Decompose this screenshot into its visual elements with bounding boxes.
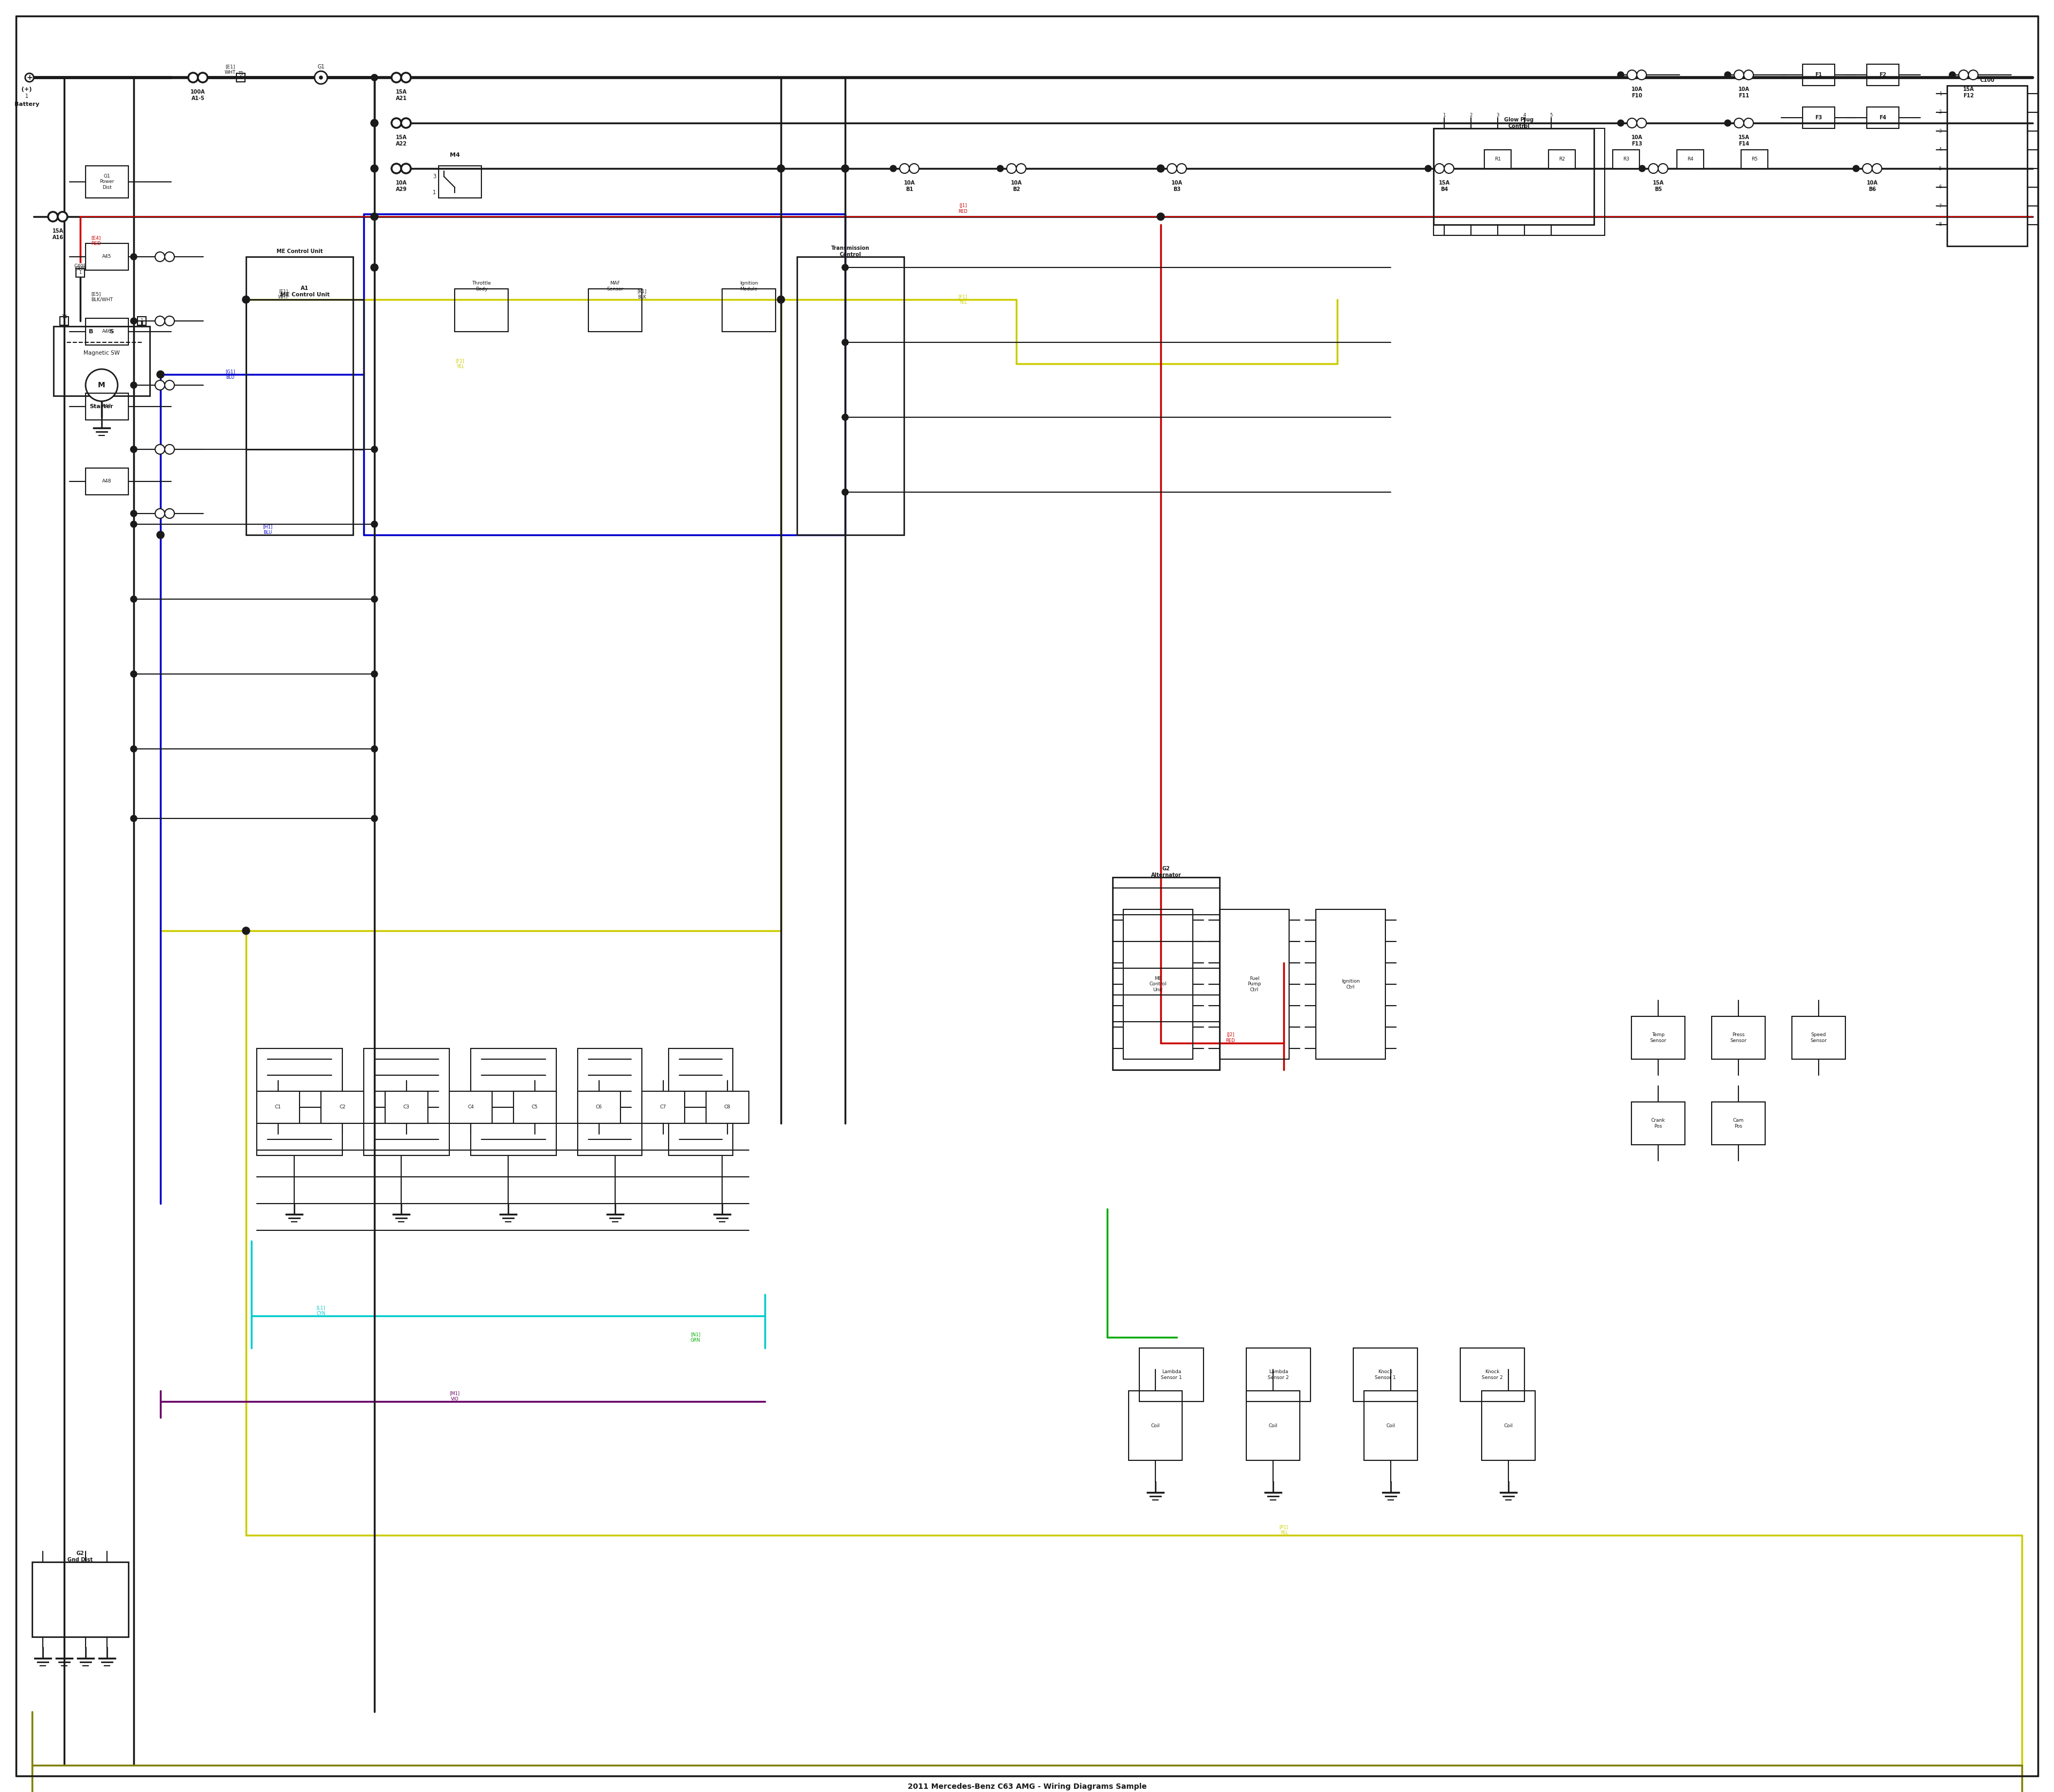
Circle shape xyxy=(1949,72,1955,79)
Bar xyxy=(386,1091,427,1124)
Bar xyxy=(1247,1391,1300,1460)
Text: 6: 6 xyxy=(1939,185,1941,190)
Bar xyxy=(440,167,481,197)
Text: [J1]
RED: [J1] RED xyxy=(957,204,967,213)
Bar xyxy=(470,1048,557,1156)
Text: Coil: Coil xyxy=(1150,1423,1161,1428)
Circle shape xyxy=(1425,165,1432,172)
Circle shape xyxy=(392,73,401,82)
Bar xyxy=(257,1091,300,1124)
Text: [H1]
BLU: [H1] BLU xyxy=(263,525,273,534)
Text: Battery: Battery xyxy=(14,102,39,108)
Text: 10A
F13: 10A F13 xyxy=(1631,134,1643,147)
Text: 10A
A29: 10A A29 xyxy=(396,181,407,192)
Bar xyxy=(1947,86,2027,246)
Circle shape xyxy=(131,521,138,527)
Text: A45: A45 xyxy=(103,254,111,260)
Circle shape xyxy=(156,444,164,453)
Text: C100: C100 xyxy=(1980,77,1994,82)
Text: 4: 4 xyxy=(1939,147,1941,152)
Text: ME Control Unit: ME Control Unit xyxy=(277,249,322,254)
Circle shape xyxy=(131,815,138,823)
Circle shape xyxy=(131,317,138,324)
Text: F3: F3 xyxy=(1816,115,1822,120)
Bar xyxy=(53,326,150,396)
Text: [N1]
GRN: [N1] GRN xyxy=(690,1331,700,1342)
Circle shape xyxy=(1744,118,1754,127)
Circle shape xyxy=(1177,163,1187,174)
Circle shape xyxy=(372,745,378,753)
Text: C8: C8 xyxy=(725,1106,731,1109)
Text: Knock
Sensor 2: Knock Sensor 2 xyxy=(1481,1369,1504,1380)
Circle shape xyxy=(372,165,378,172)
Text: 5: 5 xyxy=(1939,167,1941,170)
Circle shape xyxy=(1649,163,1658,174)
Circle shape xyxy=(131,597,138,602)
Bar xyxy=(1803,108,1834,129)
Bar xyxy=(320,1091,364,1124)
Text: B        S: B S xyxy=(88,330,115,335)
Circle shape xyxy=(842,263,848,271)
Bar xyxy=(1354,1348,1417,1401)
Text: 15A
B4: 15A B4 xyxy=(1438,181,1450,192)
Text: 15A
F14: 15A F14 xyxy=(1738,134,1750,147)
Text: Coil: Coil xyxy=(1386,1423,1395,1428)
Bar xyxy=(76,269,84,278)
Circle shape xyxy=(372,120,378,125)
Text: G2
Gnd Dist: G2 Gnd Dist xyxy=(68,1550,92,1563)
Bar xyxy=(1220,909,1290,1059)
Circle shape xyxy=(1167,163,1177,174)
Circle shape xyxy=(156,509,164,518)
Circle shape xyxy=(372,446,378,453)
Circle shape xyxy=(372,73,378,81)
Text: 10A
F11: 10A F11 xyxy=(1738,86,1750,99)
Circle shape xyxy=(131,511,138,516)
Circle shape xyxy=(156,315,164,326)
Text: T4: T4 xyxy=(62,315,68,319)
Text: 1: 1 xyxy=(140,319,144,323)
Text: Throttle
Body: Throttle Body xyxy=(472,281,491,292)
Circle shape xyxy=(156,380,164,391)
Text: 10A
B2: 10A B2 xyxy=(1011,181,1023,192)
Circle shape xyxy=(1639,165,1645,172)
Circle shape xyxy=(242,926,251,934)
Text: [E1]
WHT: [E1] WHT xyxy=(224,65,236,75)
Bar xyxy=(1434,129,1604,235)
Circle shape xyxy=(401,118,411,127)
Text: F1: F1 xyxy=(1816,72,1822,77)
Text: 1: 1 xyxy=(64,319,66,323)
Text: C4: C4 xyxy=(468,1106,474,1109)
Text: [E1]
WHT: [E1] WHT xyxy=(277,289,290,299)
Text: C408: C408 xyxy=(74,267,86,271)
Circle shape xyxy=(392,163,401,174)
Text: [E4]
RED: [E4] RED xyxy=(90,235,101,246)
Text: 1: 1 xyxy=(25,93,29,99)
Bar xyxy=(1612,151,1639,168)
Text: C1: C1 xyxy=(275,1106,281,1109)
Text: Magnetic SW: Magnetic SW xyxy=(84,351,119,357)
Circle shape xyxy=(164,253,175,262)
Circle shape xyxy=(47,211,58,222)
Text: Temp
Sensor: Temp Sensor xyxy=(1649,1032,1666,1043)
Circle shape xyxy=(1960,70,1968,79)
Text: 10A
B6: 10A B6 xyxy=(1867,181,1877,192)
Text: R3: R3 xyxy=(1623,156,1629,161)
Text: C5: C5 xyxy=(532,1106,538,1109)
Bar xyxy=(236,73,244,82)
Text: Starter: Starter xyxy=(90,403,113,409)
Bar xyxy=(86,392,127,419)
Text: 1: 1 xyxy=(1939,91,1941,97)
Text: Lambda
Sensor 1: Lambda Sensor 1 xyxy=(1161,1369,1181,1380)
Text: 8: 8 xyxy=(1939,222,1941,228)
Text: 7: 7 xyxy=(1939,204,1941,208)
Circle shape xyxy=(156,253,164,262)
Circle shape xyxy=(372,670,378,677)
Bar xyxy=(1803,65,1834,86)
Text: Ignition
Ctrl: Ignition Ctrl xyxy=(1341,978,1360,989)
Text: Fuel
Pump
Ctrl: Fuel Pump Ctrl xyxy=(1247,977,1261,993)
Bar xyxy=(1434,129,1594,224)
Bar xyxy=(138,317,146,324)
Text: 1: 1 xyxy=(78,271,82,276)
Text: Speed
Sensor: Speed Sensor xyxy=(1810,1032,1826,1043)
Circle shape xyxy=(401,163,411,174)
